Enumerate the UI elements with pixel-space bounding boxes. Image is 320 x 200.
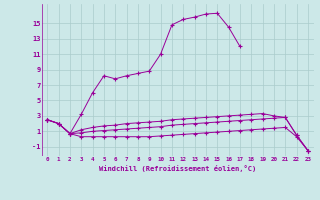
X-axis label: Windchill (Refroidissement éolien,°C): Windchill (Refroidissement éolien,°C) bbox=[99, 165, 256, 172]
